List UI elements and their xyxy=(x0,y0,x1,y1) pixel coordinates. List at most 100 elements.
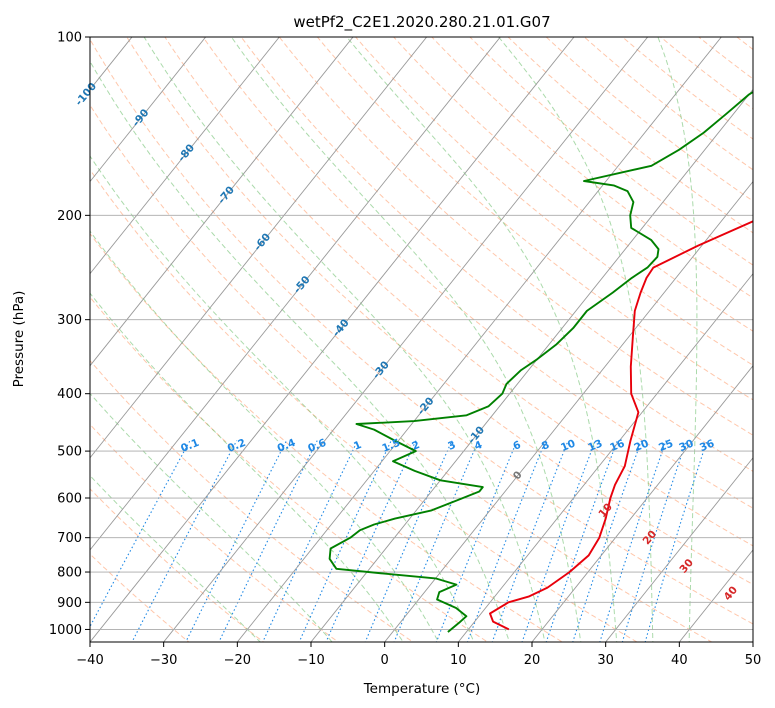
moist-adiabat xyxy=(657,37,698,642)
mixing-ratio-label: 30 xyxy=(677,438,695,455)
isotherm xyxy=(90,37,280,275)
x-tick-label: 40 xyxy=(671,653,688,668)
x-tick-label: 10 xyxy=(450,653,467,668)
y-tick-label: 700 xyxy=(57,531,82,546)
mixing-ratio-line xyxy=(218,440,318,642)
dry-adiabat xyxy=(758,24,775,654)
moist-adiabat xyxy=(230,37,582,642)
x-tick-label: −20 xyxy=(224,653,251,668)
x-axis: −40 −30 −20 −10 0 10 20 30 40 50 xyxy=(76,642,761,668)
dry-adiabat xyxy=(90,38,753,625)
isotherm xyxy=(90,37,501,551)
moist-adiabat xyxy=(90,155,475,642)
dry-adiabat xyxy=(90,488,265,642)
isotherm-label: -100 xyxy=(73,80,99,108)
isotherm xyxy=(605,457,753,642)
plot-frame xyxy=(89,36,754,643)
y-tick-label: 800 xyxy=(57,566,82,581)
y-tick-label: 600 xyxy=(57,492,82,507)
plot-area: -100-90-80-70-60-50-40-30-20-10010203040… xyxy=(73,24,775,654)
dry-adiabat xyxy=(90,104,713,642)
dry-adiabat xyxy=(507,37,753,234)
isotherm-label: -60 xyxy=(252,231,273,253)
dry-adiabat xyxy=(431,37,753,299)
mixing-ratio-line xyxy=(599,440,667,642)
isotherm xyxy=(90,37,575,642)
mixing-ratio-line xyxy=(545,440,618,642)
mixing-ratio-line xyxy=(644,440,708,642)
dry-adiabat xyxy=(659,37,753,110)
mixing-ratio-line xyxy=(262,440,359,642)
mixing-ratio-line xyxy=(325,440,417,642)
x-tick-label: −30 xyxy=(150,653,177,668)
isotherm xyxy=(90,37,354,367)
moist-adiabat-label: 40 xyxy=(722,584,741,603)
mixing-ratio-line xyxy=(572,440,643,642)
y-tick-label: 500 xyxy=(57,445,82,460)
mixing-ratio-line xyxy=(621,440,687,642)
mixing-ratio-line xyxy=(466,440,547,642)
isotherm xyxy=(163,37,649,642)
background-lines xyxy=(90,24,775,654)
moist-adiabat-label: 30 xyxy=(677,557,696,576)
y-tick-label: 1000 xyxy=(49,623,82,638)
mixing-ratio-line xyxy=(131,440,238,642)
dry-adiabat xyxy=(278,37,753,436)
mixing-ratio-label: 0.6 xyxy=(306,437,328,455)
isotherm-label: -80 xyxy=(176,142,197,164)
mixing-ratio-line xyxy=(185,440,287,642)
isotherm-label: -30 xyxy=(370,359,391,381)
isotherm xyxy=(236,37,722,642)
dewpoint-profile xyxy=(328,90,753,633)
dry-adiabat xyxy=(90,296,489,642)
mixing-ratio-label: 1 xyxy=(352,439,363,453)
isotherm xyxy=(457,272,753,642)
isotherm-label: -90 xyxy=(130,107,151,129)
dry-adiabat xyxy=(126,37,753,586)
x-tick-label: 50 xyxy=(745,653,762,668)
y-tick-label: 100 xyxy=(57,31,82,46)
y-tick-label: 300 xyxy=(57,313,82,328)
moist-adiabat xyxy=(90,60,510,642)
mixing-ratio-label: 4 xyxy=(473,439,484,453)
mixing-ratio-label: 10 xyxy=(559,438,577,455)
isotherm xyxy=(531,365,753,642)
moist-adiabat xyxy=(90,392,333,642)
moist-adiabat xyxy=(90,230,440,642)
mixing-ratio-label: 0.4 xyxy=(276,437,298,455)
isotherm-label: -70 xyxy=(216,184,237,206)
isotherm xyxy=(752,641,753,642)
mixing-ratio-line xyxy=(90,440,191,628)
mixing-ratio-label: 6 xyxy=(511,439,522,453)
chart-title: wetPf2_C2E1.2020.280.21.01.G07 xyxy=(293,13,550,32)
x-tick-label: 30 xyxy=(597,653,614,668)
mixing-ratio-label: 16 xyxy=(608,438,626,455)
dry-adiabat xyxy=(354,37,753,366)
x-tick-label: 0 xyxy=(381,653,389,668)
moist-adiabat-label: 10 xyxy=(596,501,615,520)
dry-adiabat xyxy=(240,37,753,472)
mixing-ratio-label: 2 xyxy=(410,439,421,453)
dry-adiabat xyxy=(393,37,753,332)
mixing-ratio-line xyxy=(364,440,453,642)
dry-adiabat xyxy=(90,359,414,642)
isotherm xyxy=(90,37,207,183)
dry-adiabat xyxy=(90,553,190,642)
dry-adiabat xyxy=(736,37,753,51)
isotherm-label: -20 xyxy=(415,395,436,417)
moist-adiabat xyxy=(497,37,654,642)
isotherm xyxy=(310,88,753,642)
y-tick-label: 200 xyxy=(57,209,82,224)
x-tick-label: 20 xyxy=(524,653,541,668)
isotherm-label: 0 xyxy=(511,469,525,482)
y-axis: 100 200 300 400 500 600 700 800 900 1000 xyxy=(49,31,90,638)
dry-adiabat xyxy=(545,37,753,202)
mixing-ratio-label: 8 xyxy=(540,439,551,453)
isotherm xyxy=(384,180,753,642)
isotherm xyxy=(90,37,428,459)
mixing-ratio-label: 20 xyxy=(632,438,650,455)
isotherm-label: -50 xyxy=(291,274,312,296)
y-tick-label: 900 xyxy=(57,596,82,611)
